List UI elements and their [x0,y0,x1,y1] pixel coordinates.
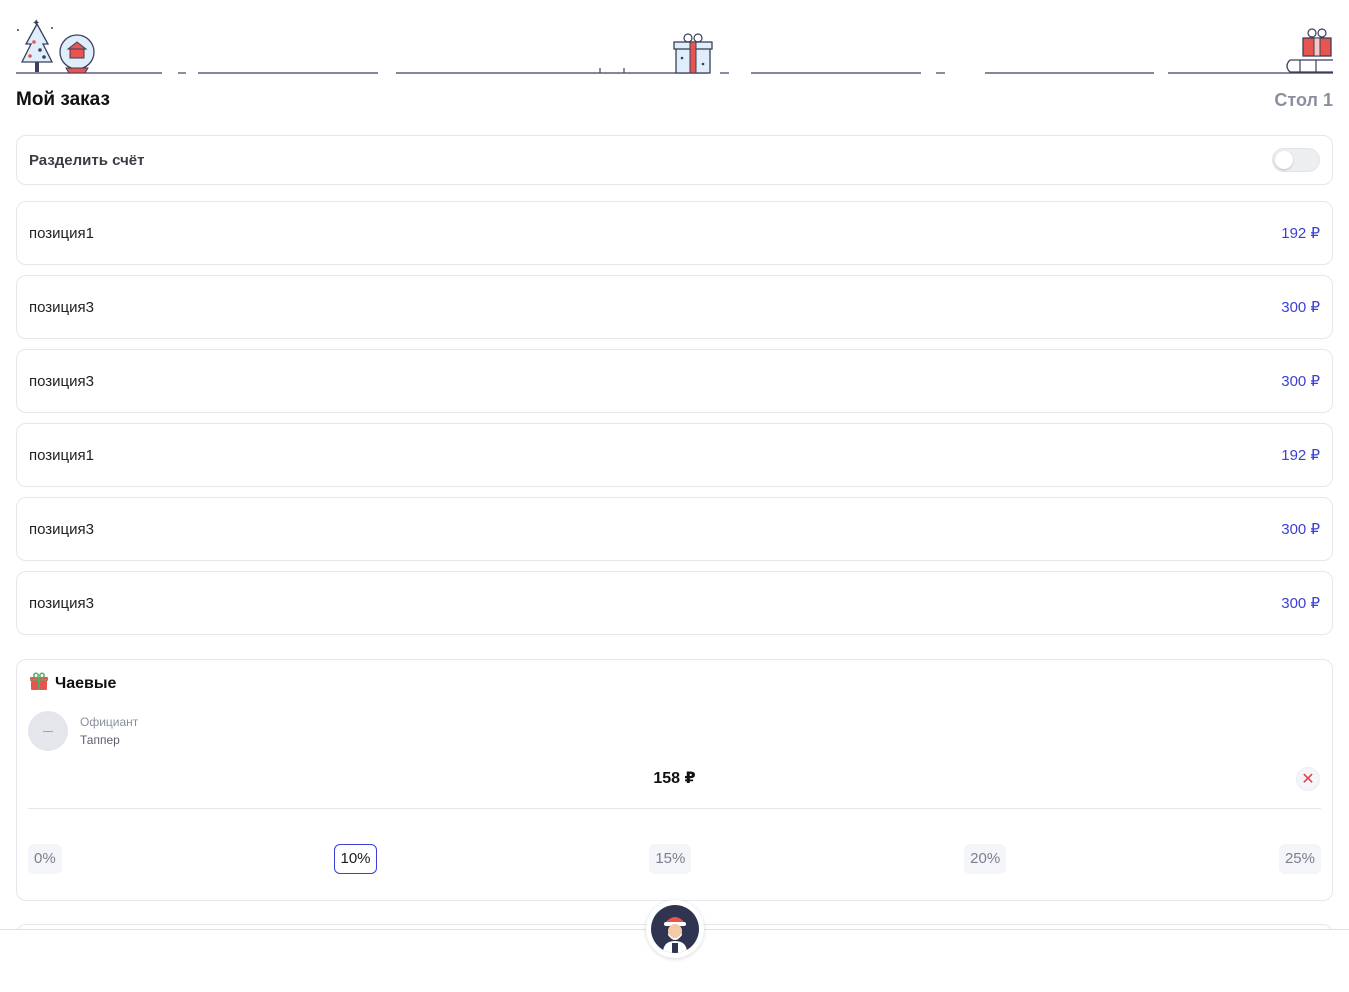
festive-header-decoration: ✦ [0,0,1349,80]
order-item[interactable]: позиция3 300 ₽ [16,275,1333,339]
page-title: Мой заказ [16,89,110,110]
item-name: позиция1 [29,446,94,464]
waiter-avatar [28,711,68,751]
item-price: 300 ₽ [1281,595,1320,612]
tip-percent-option[interactable]: 20% [964,844,1007,874]
order-item[interactable]: позиция3 300 ₽ [16,349,1333,413]
item-price: 192 ₽ [1281,447,1320,464]
waiter-info: Официант Таппер [28,711,138,751]
gift-icon [29,672,49,697]
toggle-knob [1275,151,1293,169]
order-item[interactable]: позиция1 192 ₽ [16,423,1333,487]
assistant-avatar-button[interactable] [646,900,704,958]
item-price: 300 ₽ [1281,521,1320,538]
item-name: позиция3 [29,520,94,538]
order-item[interactable]: позиция3 300 ₽ [16,571,1333,635]
tip-percent-option[interactable]: 25% [1278,844,1321,874]
snow-globe-icon [59,34,95,74]
item-name: позиция3 [29,298,94,316]
tip-percent-option-selected[interactable]: 10% [334,844,377,874]
svg-text:✦: ✦ [32,18,40,29]
tips-card: Чаевые Официант Таппер 158 ₽ ✕ 0% 10% 15… [16,659,1333,901]
item-name: позиция3 [29,372,94,390]
christmas-tree-icon: ✦ [17,18,54,72]
waiter-role: Официант [80,715,139,729]
tips-title: Чаевые [55,675,117,692]
item-price: 300 ₽ [1281,299,1320,316]
item-price: 192 ₽ [1281,225,1320,242]
item-name: позиция1 [29,224,94,242]
tips-header: Чаевые [29,672,1320,696]
divider [28,808,1321,809]
santa-waiter-icon [651,905,699,953]
tip-percent-option[interactable]: 0% [28,844,62,874]
waiter-name: Таппер [80,733,120,747]
gift-box-icon [673,33,713,74]
item-name: позиция3 [29,594,94,612]
tip-percent-options: 0% 10% 15% 20% 25% [28,844,1321,874]
split-bill-toggle[interactable] [1272,148,1320,172]
sled-gift-icon [1286,28,1333,73]
item-price: 300 ₽ [1281,373,1320,390]
table-label: Стол 1 [1274,89,1333,110]
clear-tip-button[interactable]: ✕ [1296,767,1320,791]
close-icon: ✕ [1301,771,1315,788]
order-item[interactable]: позиция3 300 ₽ [16,497,1333,561]
tip-percent-option[interactable]: 15% [649,844,692,874]
order-item[interactable]: позиция1 192 ₽ [16,201,1333,265]
split-bill-label: Разделить счёт [29,151,145,169]
split-bill-card: Разделить счёт [16,135,1333,185]
tip-amount: 158 ₽ [653,770,696,787]
order-header: Мой заказ Стол 1 [16,86,1333,114]
